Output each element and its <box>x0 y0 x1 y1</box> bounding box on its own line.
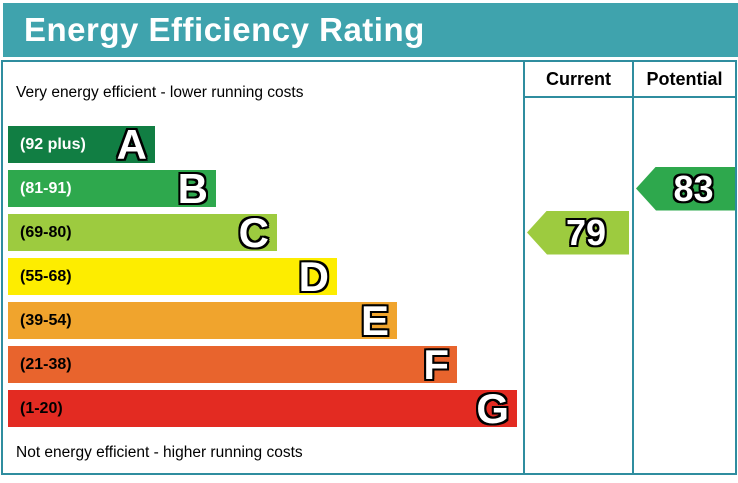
column-header-current: Current <box>545 69 611 89</box>
band-letter: D <box>298 253 329 300</box>
band-letter: G <box>476 385 509 432</box>
band-range-label: (92 plus) <box>20 135 86 153</box>
band-b: (81-91) B <box>8 165 216 212</box>
bottom-note: Not energy efficient - higher running co… <box>16 444 303 461</box>
band-g: (1-20) G <box>8 385 517 432</box>
band-letter: C <box>238 209 269 256</box>
current-rating-value: 79 <box>565 211 607 253</box>
page-title: Energy Efficiency Rating <box>3 3 738 57</box>
band-letter: A <box>116 121 147 168</box>
band-c: (69-80) C <box>8 209 277 256</box>
band-range-label: (1-20) <box>20 399 63 417</box>
current-rating-arrow: 79 <box>527 210 629 255</box>
band-letter: B <box>177 165 208 212</box>
potential-rating-arrow: 83 <box>636 166 735 211</box>
band-range-label: (55-68) <box>20 267 72 285</box>
column-header-underline <box>525 96 735 98</box>
rating-chart-frame: Current Potential Very energy efficient … <box>1 60 737 475</box>
band-letter: F <box>423 341 449 388</box>
band-range-label: (39-54) <box>20 311 72 329</box>
top-note: Very energy efficient - lower running co… <box>16 84 304 101</box>
current-column-divider <box>523 62 525 473</box>
band-d: (55-68) D <box>8 253 337 300</box>
band-f: (21-38) F <box>8 341 457 388</box>
potential-column-divider <box>632 62 634 473</box>
column-header-potential: Potential <box>646 69 723 89</box>
potential-rating-value: 83 <box>673 167 714 209</box>
band-letter: E <box>360 297 389 344</box>
band-a: (92 plus) A <box>8 121 155 168</box>
band-range-label: (21-38) <box>20 355 72 373</box>
band-range-label: (69-80) <box>20 223 72 241</box>
band-range-label: (81-91) <box>20 179 72 197</box>
band-e: (39-54) E <box>8 297 397 344</box>
